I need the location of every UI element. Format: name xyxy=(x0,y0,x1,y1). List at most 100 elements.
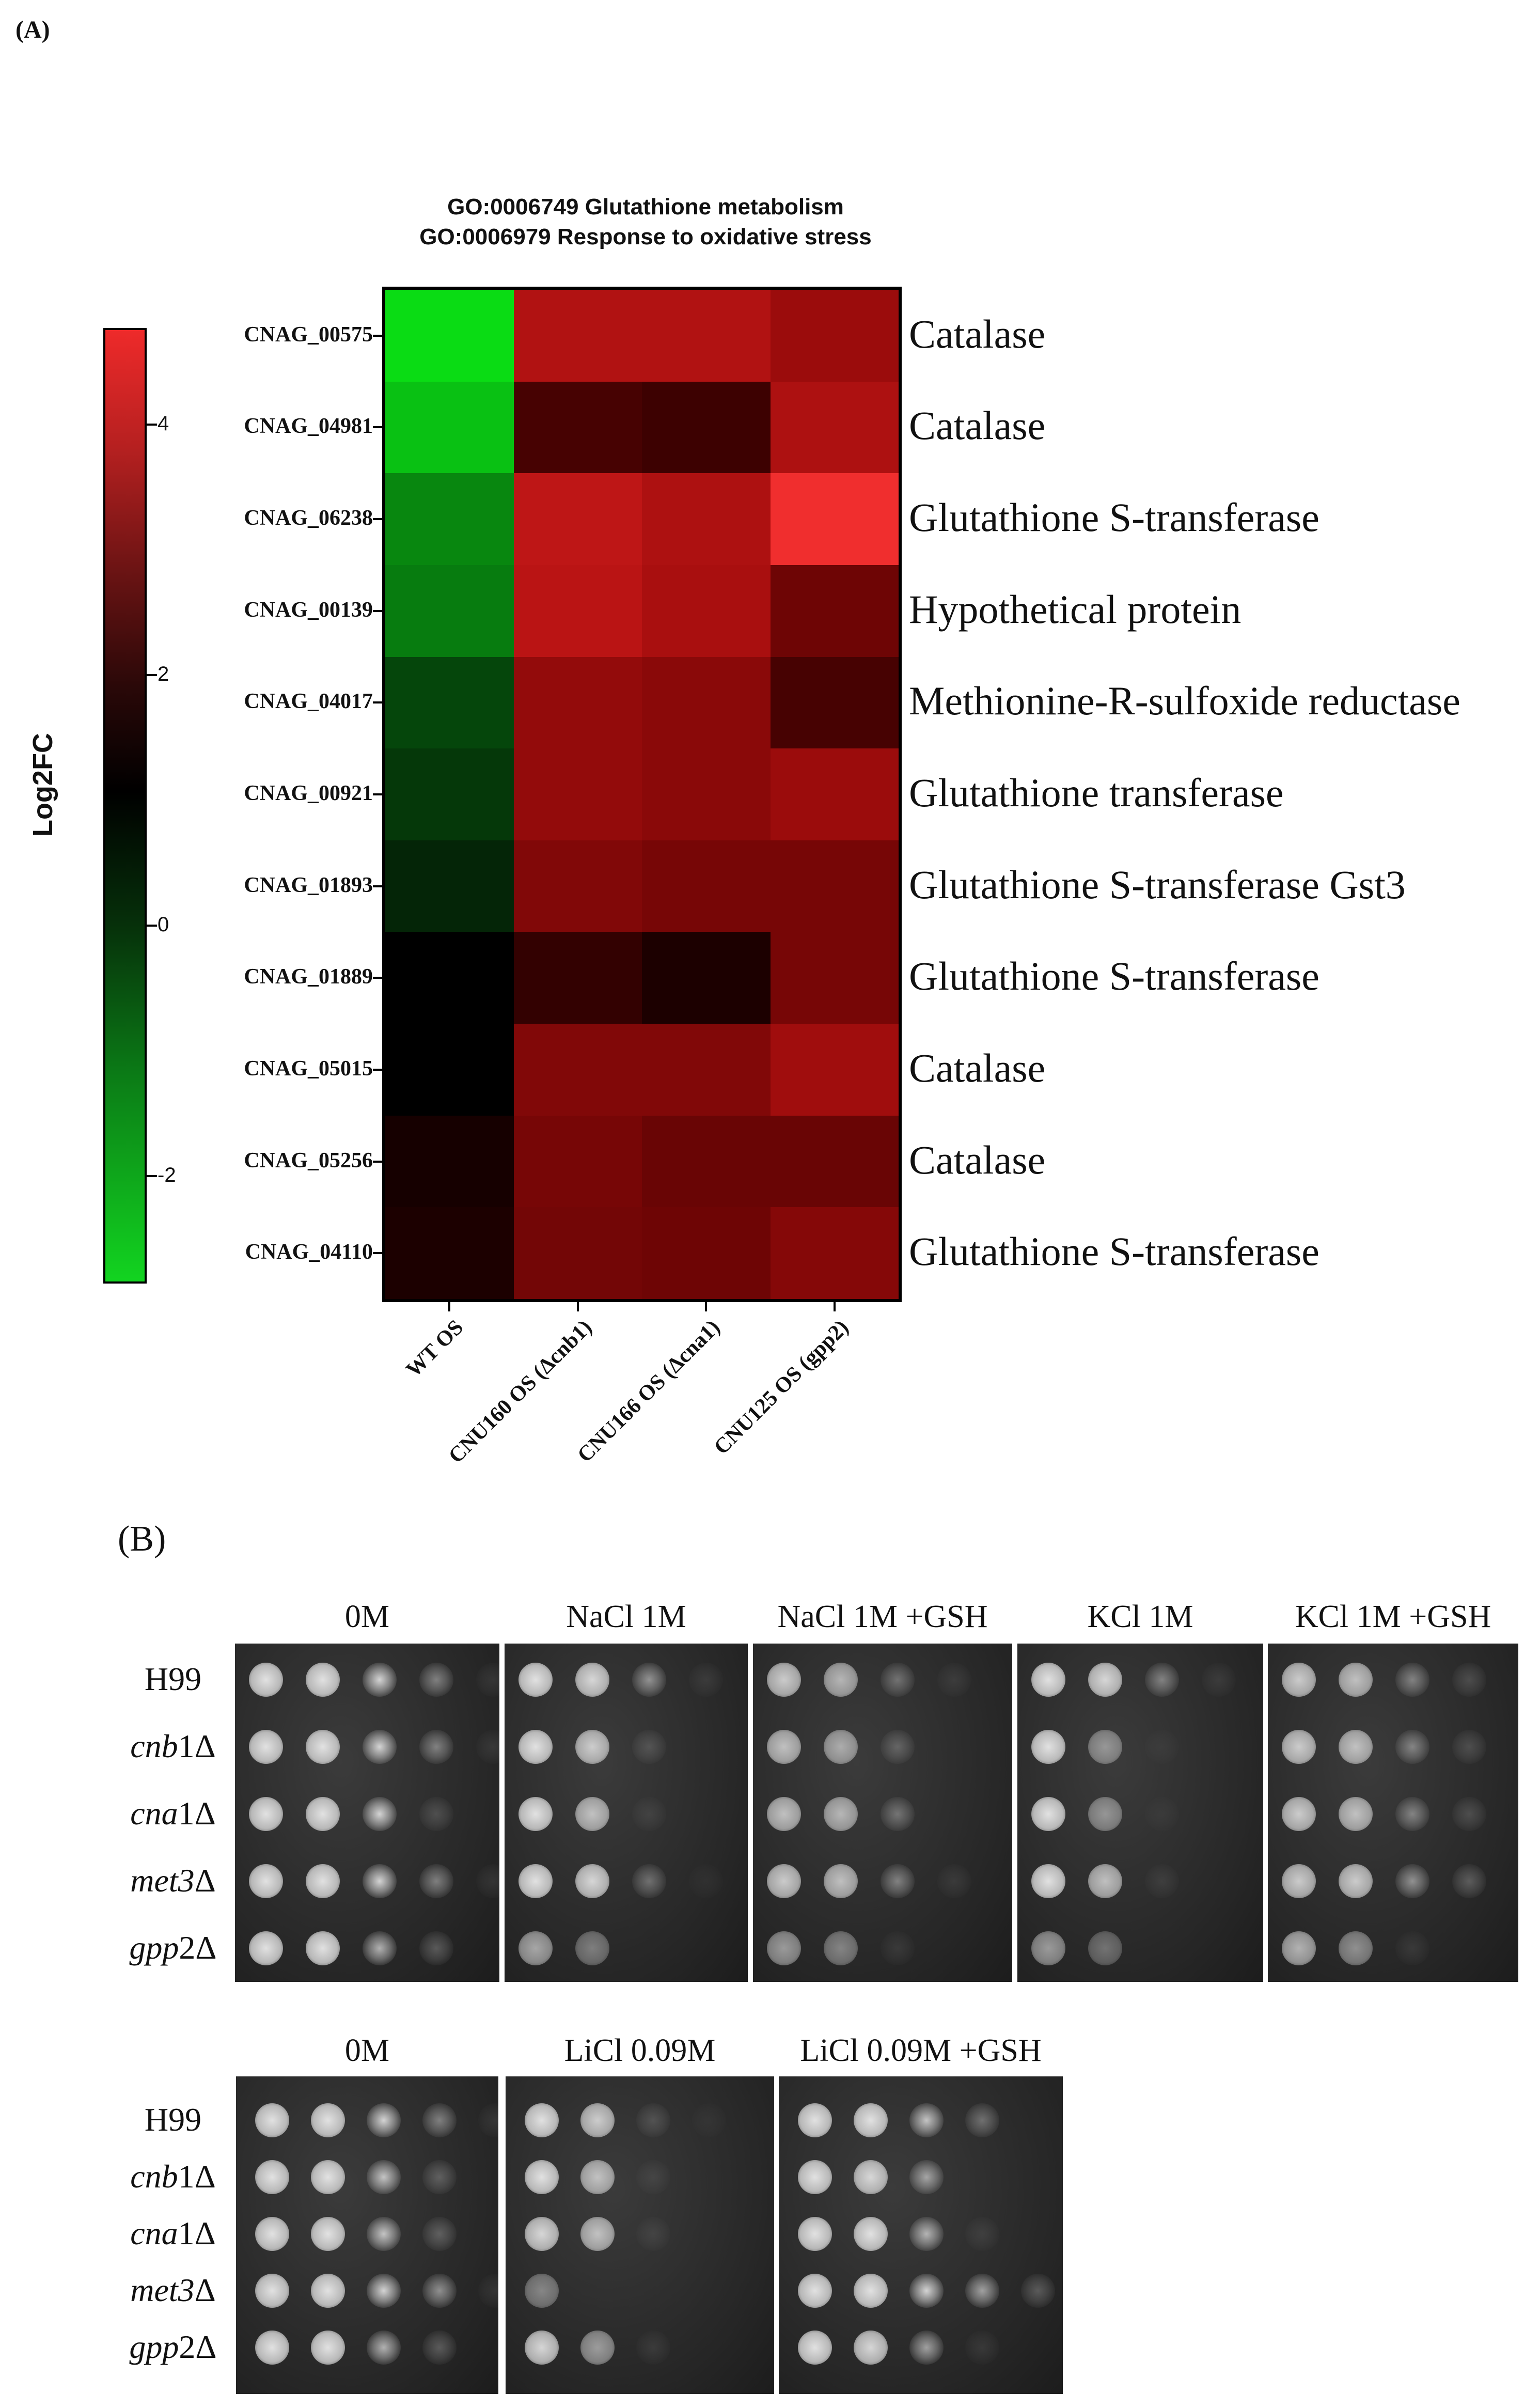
heatmap-cell xyxy=(513,1115,642,1208)
heatmap-cell xyxy=(513,473,642,566)
yeast-spot xyxy=(525,2160,559,2194)
yeast-spot xyxy=(1282,1730,1316,1764)
colorbar-tick xyxy=(147,1175,157,1177)
agar-plate xyxy=(753,1644,1012,1982)
gene-id-label: CNAG_04017 xyxy=(244,690,373,714)
gene-annotation: Glutathione S-transferase Gst3 xyxy=(909,862,1406,907)
gene-annotation: Catalase xyxy=(909,311,1046,356)
heatmap-cell xyxy=(642,381,771,474)
colorbar-tick xyxy=(147,925,157,927)
yeast-spot xyxy=(419,1931,453,1965)
yeast-spot xyxy=(255,2274,289,2308)
heatmap-cell xyxy=(642,1115,771,1208)
yeast-spot xyxy=(478,2274,498,2308)
gene-id-label: CNAG_00139 xyxy=(244,598,373,622)
heatmap-cell xyxy=(513,565,642,658)
yeast-spot xyxy=(1395,1730,1429,1764)
gene-id-label: CNAG_04981 xyxy=(244,414,373,439)
yeast-spot xyxy=(767,1730,801,1764)
yeast-spot xyxy=(767,1931,801,1965)
yeast-spot xyxy=(1031,1797,1065,1831)
yeast-spot xyxy=(824,1864,858,1898)
yeast-spot xyxy=(965,2103,999,2137)
column-tick xyxy=(576,1302,579,1311)
strain-label: cna1Δ xyxy=(130,2215,216,2251)
gene-id-label: CNAG_05015 xyxy=(244,1056,373,1081)
yeast-spot xyxy=(422,2331,457,2365)
yeast-spot xyxy=(363,1864,397,1898)
yeast-spot xyxy=(249,1730,283,1764)
yeast-spot xyxy=(575,1663,609,1697)
gene-annotation: Methionine-R-sulfoxide reductase xyxy=(909,678,1460,724)
yeast-spot xyxy=(1202,1663,1236,1697)
gene-annotation: Glutathione S-transferase xyxy=(909,1229,1319,1274)
yeast-spot xyxy=(636,2331,670,2365)
yeast-spot xyxy=(1031,1864,1065,1898)
heatmap-cell xyxy=(385,840,514,933)
yeast-spot xyxy=(580,2217,615,2251)
yeast-spot xyxy=(525,2103,559,2137)
heatmap-cell xyxy=(770,840,899,933)
column-label: CNU160 OS (Δcnb1) xyxy=(444,1315,597,1468)
heatmap-cell xyxy=(642,290,771,382)
yeast-spot xyxy=(798,2274,832,2308)
yeast-spot xyxy=(798,2160,832,2194)
yeast-spot xyxy=(419,1797,453,1831)
yeast-spot xyxy=(1395,1797,1429,1831)
yeast-spot xyxy=(689,1663,723,1697)
gene-tick xyxy=(373,1068,382,1071)
yeast-spot xyxy=(518,1864,553,1898)
heatmap-cell xyxy=(642,656,771,749)
yeast-spot xyxy=(632,1663,666,1697)
heatmap-cell xyxy=(385,1115,514,1208)
heatmap-cell xyxy=(770,290,899,382)
yeast-spot xyxy=(798,2331,832,2365)
gene-tick xyxy=(373,701,382,704)
gene-tick xyxy=(373,977,382,979)
gene-id-label: CNAG_05256 xyxy=(244,1148,373,1172)
yeast-spot xyxy=(363,1797,397,1831)
strain-label: H99 xyxy=(144,2101,202,2138)
gene-id-label: CNAG_06238 xyxy=(244,506,373,530)
yeast-spot xyxy=(476,1663,499,1697)
yeast-spot xyxy=(1395,1663,1429,1697)
agar-plate xyxy=(1017,1644,1263,1982)
yeast-spot xyxy=(518,1730,553,1764)
strain-label: gpp2Δ xyxy=(129,2328,217,2365)
strain-label: met3Δ xyxy=(130,2272,216,2308)
heatmap-cell xyxy=(513,748,642,841)
yeast-spot xyxy=(367,2274,401,2308)
gene-tick xyxy=(373,793,382,795)
yeast-spot xyxy=(798,2103,832,2137)
yeast-spot xyxy=(632,1864,666,1898)
yeast-spot xyxy=(881,1931,915,1965)
yeast-spot xyxy=(965,2217,999,2251)
yeast-spot xyxy=(909,2274,944,2308)
gene-annotation: Glutathione transferase xyxy=(909,770,1284,815)
column-tick xyxy=(705,1302,708,1311)
heatmap-cell xyxy=(513,1024,642,1116)
yeast-spot xyxy=(255,2217,289,2251)
heatmap-cell xyxy=(642,1024,771,1116)
yeast-spot xyxy=(1282,1931,1316,1965)
heatmap-cell xyxy=(385,1024,514,1116)
heatmap-cell xyxy=(513,656,642,749)
yeast-spot xyxy=(306,1864,340,1898)
yeast-spot xyxy=(255,2160,289,2194)
gene-annotation: Catalase xyxy=(909,1137,1046,1182)
yeast-spot xyxy=(692,2103,726,2137)
yeast-spot xyxy=(580,2103,615,2137)
gene-annotation: Catalase xyxy=(909,1045,1046,1090)
yeast-spot xyxy=(422,2160,457,2194)
heatmap-cell xyxy=(642,565,771,658)
yeast-spot xyxy=(363,1730,397,1764)
column-tick xyxy=(448,1302,451,1311)
yeast-spot xyxy=(636,2160,670,2194)
gene-tick xyxy=(373,426,382,429)
yeast-spot xyxy=(367,2331,401,2365)
yeast-spot xyxy=(422,2103,457,2137)
heatmap-cell xyxy=(385,748,514,841)
yeast-spot xyxy=(249,1864,283,1898)
yeast-spot xyxy=(909,2160,944,2194)
gene-annotation: Catalase xyxy=(909,403,1046,448)
